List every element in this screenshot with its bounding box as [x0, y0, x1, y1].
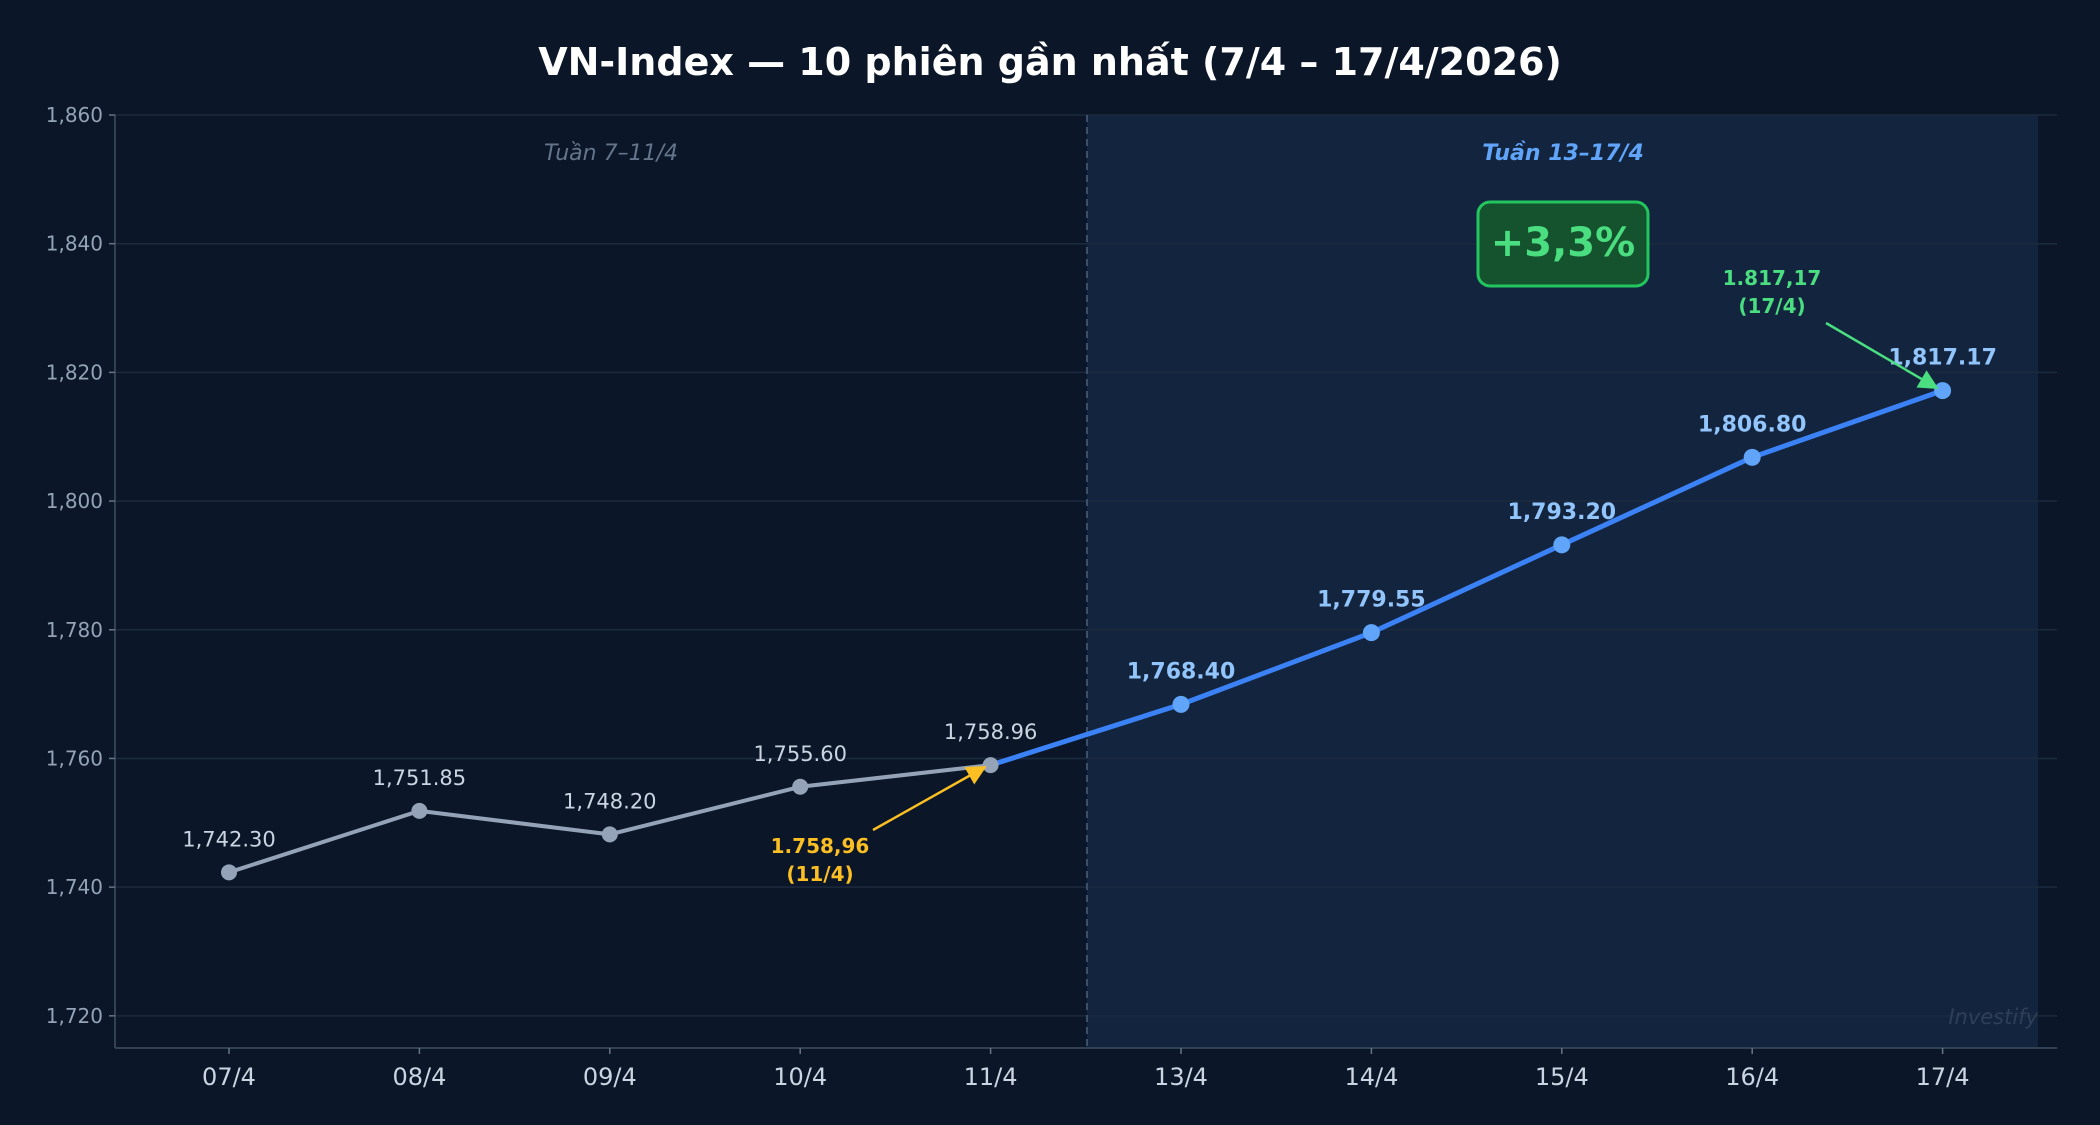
start-annotation-arrow	[872, 765, 987, 832]
change-badge-text: +3,3%	[1491, 220, 1635, 266]
x-tick-label: 14/4	[1344, 1063, 1398, 1091]
data-labels: 1,742.30 1,751.85 1,748.20 1,755.60 1,758.96…	[182, 346, 1997, 852]
data-label: 1,768.40	[1127, 659, 1236, 684]
x-tick-label: 09/4	[583, 1063, 637, 1091]
x-tick-label: 16/4	[1725, 1063, 1779, 1091]
data-point	[792, 778, 809, 795]
end-annotation-arrow	[1825, 321, 1939, 390]
data-label: 1,779.55	[1317, 588, 1426, 613]
data-point	[601, 826, 618, 843]
data-label: 1,817.17	[1888, 346, 1997, 371]
start-annotation-date: (11/4)	[786, 862, 853, 886]
x-tick-label: 15/4	[1535, 1063, 1589, 1091]
x-tick-label: 08/4	[392, 1063, 446, 1091]
start-annotation-value: 1.758,96	[771, 834, 870, 858]
watermark: Investify	[1948, 1005, 2038, 1029]
data-label: 1,806.80	[1698, 412, 1807, 437]
start-annotation: 1.758,96 (11/4)	[771, 765, 987, 886]
data-point	[221, 864, 237, 881]
data-label: 1,748.20	[563, 789, 657, 813]
data-label: 1,758.96	[944, 720, 1038, 744]
data-label: 1,793.20	[1508, 500, 1617, 525]
data-label: 1,751.85	[373, 766, 467, 790]
data-label: 1,755.60	[753, 742, 847, 766]
data-point	[1362, 624, 1380, 642]
y-tick-label: 1,840	[46, 232, 103, 256]
y-ticks: 1,720 1,740 1,760 1,780 1,800 1,820 1,840 1,860	[46, 103, 115, 1028]
y-tick-label: 1,740	[46, 875, 103, 899]
data-point	[1172, 695, 1190, 713]
region-label-week2: Tuần 13–17/4	[1482, 141, 1644, 166]
y-tick-label: 1,860	[46, 103, 103, 127]
data-point	[982, 757, 999, 774]
series-points	[221, 382, 1952, 881]
data-point	[1934, 382, 1952, 400]
end-annotation: 1.817,17 (17/4)	[1723, 266, 1939, 390]
y-tick-label: 1,720	[46, 1004, 103, 1028]
y-tick-label: 1,820	[46, 360, 103, 384]
x-tick-label: 13/4	[1154, 1063, 1208, 1091]
data-label: 1,742.30	[182, 827, 276, 851]
x-tick-label: 17/4	[1916, 1063, 1970, 1091]
data-point	[1553, 536, 1571, 554]
end-annotation-date: (17/4)	[1738, 294, 1805, 318]
x-ticks: 07/4 08/4 09/4 10/4 11/4 13/4 14/4 15/4 16/4 17/4	[202, 1048, 1970, 1091]
y-tick-label: 1,800	[46, 489, 103, 513]
y-tick-label: 1,780	[46, 618, 103, 642]
chart-title: VN-Index — 10 phiên gần nhất (7/4 – 17/4…	[538, 40, 1562, 84]
week2-line	[989, 388, 1944, 768]
x-tick-label: 07/4	[202, 1063, 256, 1091]
data-point	[411, 802, 428, 819]
x-tick-label: 11/4	[964, 1063, 1018, 1091]
x-tick-label: 10/4	[773, 1063, 827, 1091]
y-tick-label: 1,760	[46, 746, 103, 770]
change-badge: +3,3%	[1476, 200, 1650, 288]
region-label-week1: Tuần 7–11/4	[544, 141, 678, 166]
data-point	[1743, 448, 1761, 466]
end-annotation-value: 1.817,17	[1723, 266, 1822, 290]
